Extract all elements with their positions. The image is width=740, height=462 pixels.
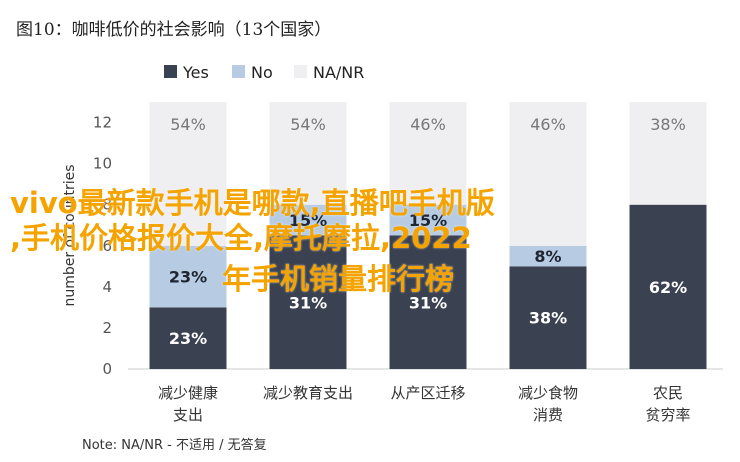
x-category-label: 消费 (533, 406, 563, 424)
bar-no-segment (149, 245, 227, 308)
x-category-label: 农民 (653, 384, 683, 402)
bar-no-segment (269, 204, 347, 236)
y-tick-label: 2 (102, 319, 112, 337)
y-axis-label: number of countries (62, 164, 78, 306)
data-label: 15% (409, 211, 447, 230)
legend-swatch (232, 65, 245, 78)
data-label: 54% (170, 115, 206, 134)
data-label: 46% (410, 115, 446, 134)
chart-title: 图10：咖啡低价的社会影响（13个国家） (16, 20, 332, 40)
bar-yes-segment (269, 235, 347, 369)
legend-swatch (164, 65, 177, 78)
y-tick-label: 0 (102, 360, 112, 378)
data-label: 62% (649, 278, 687, 297)
bar-yes-segment (149, 307, 227, 369)
x-category-label: 减少食物 (518, 384, 578, 402)
bar-nanr-segment (269, 102, 347, 205)
x-category-label: 贫穷率 (645, 406, 690, 424)
chart-note: Note: NA/NR - 不适用 / 无答复 (82, 438, 267, 453)
bar-nanr-segment (149, 102, 227, 246)
bar-yes-segment (509, 266, 587, 369)
data-label: 23% (169, 329, 207, 348)
data-label: 31% (409, 293, 447, 312)
y-tick-label: 6 (102, 237, 112, 255)
y-tick-label: 12 (93, 114, 112, 132)
legend-label: Yes (182, 63, 209, 82)
legend-label: NA/NR (313, 63, 364, 82)
overlay-text-line-3: 年手机销量排行榜 (222, 262, 455, 296)
bar-no-segment (389, 204, 467, 236)
y-tick-label: 10 (93, 155, 112, 173)
overlay-text-line-1: vivo最新款手机是哪款,直播吧手机版 (10, 186, 495, 220)
x-category-label: 从产区迁移 (390, 384, 465, 402)
bar-no-segment (509, 245, 587, 267)
x-category-label: 支出 (173, 406, 203, 424)
data-label: 15% (289, 211, 327, 230)
bar-yes-segment (389, 235, 467, 369)
x-category-label: 减少教育支出 (263, 384, 353, 402)
data-label: 8% (534, 247, 561, 266)
data-label: 38% (529, 309, 567, 328)
data-label: 23% (169, 268, 207, 287)
bar-nanr-segment (629, 102, 707, 205)
data-label: 31% (289, 293, 327, 312)
data-label: 54% (290, 115, 326, 134)
data-label: 38% (650, 115, 686, 134)
overlay-text-line-2: ,手机价格报价大全,摩托摩拉,2022 (10, 221, 472, 255)
bar-nanr-segment (389, 102, 467, 205)
legend-swatch (294, 65, 307, 78)
bar-yes-segment (629, 204, 707, 369)
legend-label: No (251, 63, 273, 82)
y-tick-label: 8 (102, 196, 112, 214)
data-label: 46% (530, 115, 566, 134)
bar-nanr-segment (509, 102, 587, 246)
x-category-label: 减少健康 (158, 384, 218, 402)
y-tick-label: 4 (102, 278, 112, 296)
